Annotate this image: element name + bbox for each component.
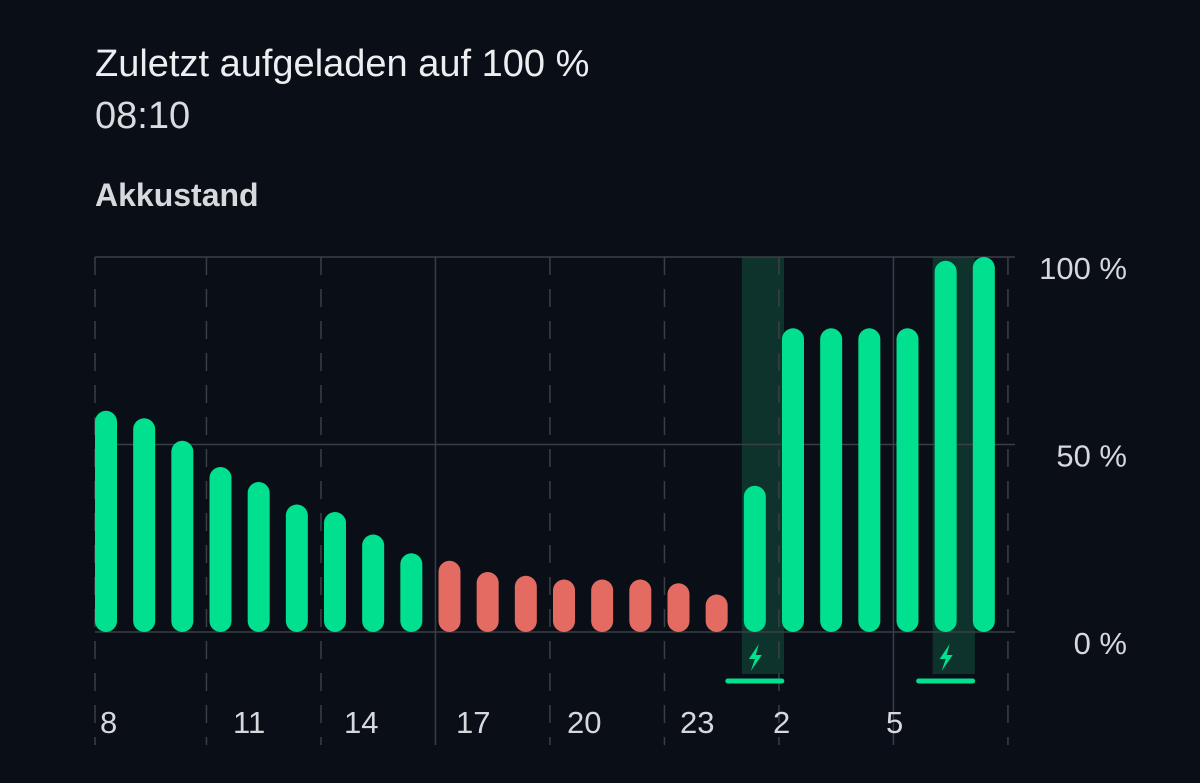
battery-bar (209, 467, 232, 632)
x-tick-label: 20 (567, 705, 601, 740)
battery-bar (591, 579, 614, 632)
x-tick-label: 11 (233, 705, 265, 740)
battery-bar (667, 583, 690, 632)
battery-bar (858, 328, 881, 632)
battery-bar (95, 410, 117, 632)
x-tick-label: 17 (456, 705, 490, 740)
y-tick-label: 100 % (1039, 251, 1127, 286)
last-charged-time: 08:10 (95, 95, 191, 137)
battery-bar (820, 328, 843, 632)
x-tick-label: 23 (680, 705, 714, 740)
y-tick-label: 0 % (1074, 626, 1127, 661)
last-charged-title: Zuletzt aufgeladen auf 100 % (95, 43, 590, 85)
battery-bar (133, 418, 156, 632)
battery-bar (743, 485, 766, 632)
battery-bar (629, 579, 652, 632)
battery-bar (285, 504, 308, 632)
battery-bar (896, 328, 919, 632)
x-axis-labels: 8 11 14 17 20 23 2 5 (100, 705, 903, 740)
x-tick-label: 8 (100, 705, 117, 740)
battery-bar (934, 260, 957, 632)
battery-bar (514, 575, 537, 632)
battery-bar (972, 257, 995, 632)
battery-bar (438, 560, 461, 632)
y-tick-label: 50 % (1056, 439, 1127, 474)
x-tick-label: 2 (773, 705, 790, 740)
charging-indicators (725, 644, 976, 684)
battery-bar (400, 553, 423, 632)
x-tick-label: 14 (344, 705, 378, 740)
battery-bar (552, 579, 575, 632)
chart-grid (94, 256, 1015, 745)
battery-bar (323, 512, 346, 632)
y-axis-labels: 0 % 50 % 100 % (1039, 251, 1127, 661)
battery-bar (247, 482, 270, 632)
battery-bar (705, 594, 728, 632)
battery-bar (362, 534, 385, 632)
battery-bar (476, 572, 499, 632)
chart-bars (95, 257, 995, 632)
battery-bar (171, 440, 194, 632)
lightning-bolt-icon (939, 644, 953, 671)
lightning-bolt-icon (748, 644, 762, 671)
battery-level-label: Akkustand (95, 177, 259, 213)
x-tick-label: 5 (886, 705, 903, 740)
battery-bar (781, 328, 804, 632)
